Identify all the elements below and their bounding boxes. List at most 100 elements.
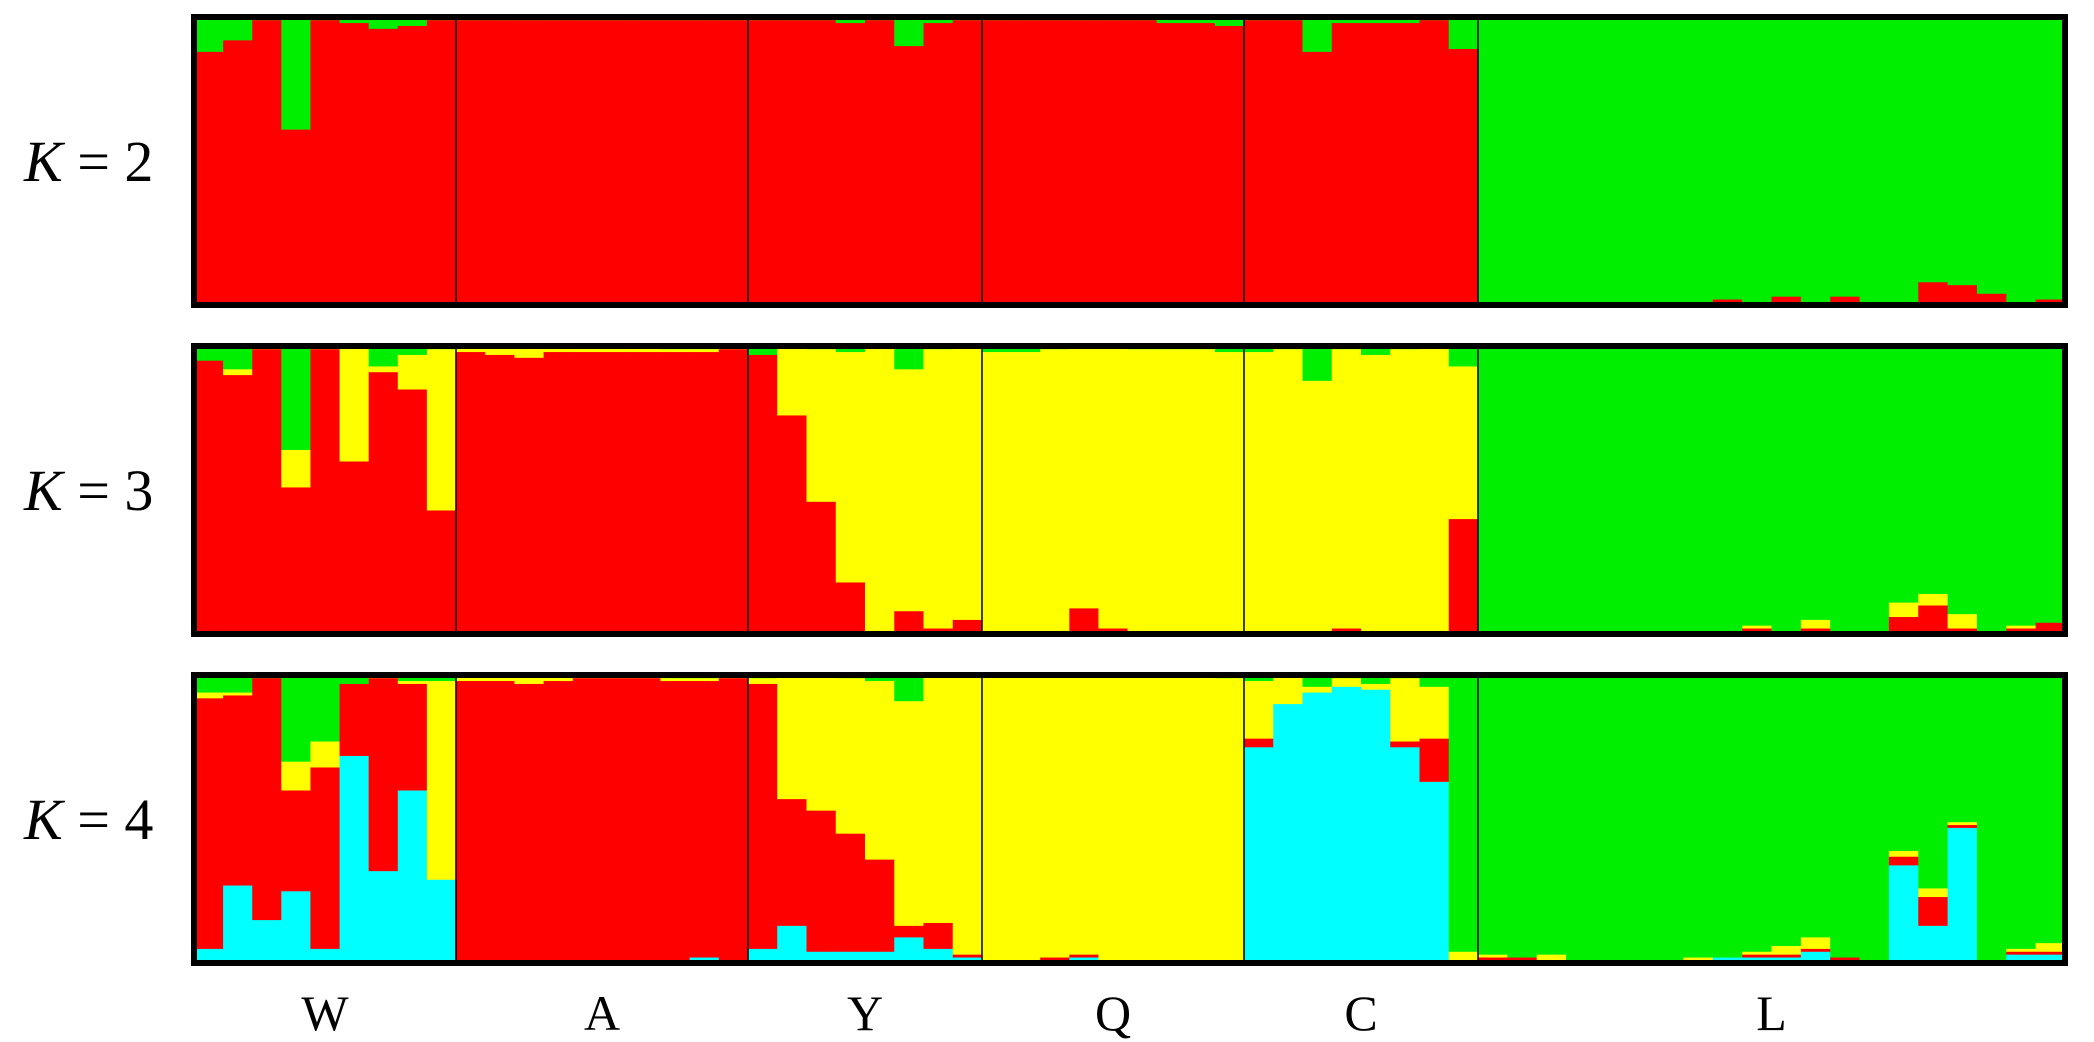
bar-segment <box>1214 17 1245 26</box>
bar-segment <box>1390 741 1421 748</box>
bar-segment <box>835 22 866 306</box>
bar-segment <box>1214 25 1245 306</box>
bar-segment <box>1069 346 1100 609</box>
bar-segment <box>1536 675 1567 955</box>
bar-segment <box>1947 17 1978 286</box>
bar-segment <box>1771 346 1802 632</box>
bar-segment <box>543 351 574 635</box>
bar-segment <box>368 17 399 29</box>
bar-segment <box>806 675 837 811</box>
bar-segment <box>952 954 983 958</box>
bar-segment <box>835 833 866 952</box>
bar-segment <box>223 885 253 964</box>
bar-segment <box>1156 22 1187 306</box>
bar-segment <box>982 19 1012 306</box>
bar-segment <box>923 922 954 949</box>
bar-segment <box>835 677 866 834</box>
bar-segment <box>718 348 749 635</box>
bar-segment <box>602 677 632 961</box>
bar-segment <box>1888 850 1919 857</box>
bar-segment <box>426 879 457 964</box>
bar-segment <box>1214 677 1245 961</box>
bar-segment <box>1976 17 2007 294</box>
bar-segment <box>718 677 749 961</box>
bar-segment <box>310 948 341 964</box>
bar-segment <box>1244 675 1274 682</box>
bar-segment <box>397 354 428 390</box>
bar-segment <box>339 683 370 756</box>
bar-segment <box>1214 346 1245 353</box>
bar-segment <box>572 351 603 635</box>
bar-segment <box>1302 692 1333 964</box>
bar-segment <box>339 22 370 306</box>
bar-segment <box>1595 346 1626 635</box>
bar-segment <box>223 374 253 635</box>
bar-segment <box>281 790 312 892</box>
bar-segment <box>310 767 341 949</box>
bar-segment <box>1742 17 1773 303</box>
bar-segment <box>1947 346 1978 615</box>
bar-segment <box>660 677 691 682</box>
bar-segment <box>660 348 691 353</box>
bar-segment <box>1771 675 1802 947</box>
bar-segment <box>923 17 954 24</box>
bar-segment <box>1595 17 1626 303</box>
panel-frame <box>191 343 2068 637</box>
bar-segment <box>1478 346 1508 632</box>
bar-segment <box>1888 602 1919 618</box>
bar-segment <box>835 346 866 353</box>
bar-segment <box>1624 346 1655 632</box>
bar-segment <box>572 346 603 353</box>
bar-segment <box>1098 19 1129 306</box>
bar-segment <box>1273 675 1304 705</box>
bar-segment <box>1771 17 1802 297</box>
bar-segment <box>543 19 574 306</box>
bar-segment <box>1390 22 1421 306</box>
bar-segment <box>748 19 778 306</box>
bar-segment <box>426 19 457 306</box>
bar-segment <box>1302 17 1333 52</box>
bar-segment <box>485 354 515 635</box>
bar-segment <box>368 346 399 367</box>
bar-segment <box>1069 608 1100 635</box>
bar-segment <box>1536 954 1567 961</box>
bar-segment <box>982 351 1012 635</box>
bar-segment <box>1742 625 1773 629</box>
bar-segment <box>1069 19 1100 306</box>
bar-segment <box>194 948 224 964</box>
bar-segment <box>1976 675 2007 961</box>
bar-segment <box>368 28 399 306</box>
bar-segment <box>252 348 282 635</box>
bar-segment <box>689 19 720 306</box>
bar-segment <box>835 17 866 24</box>
bar-segment <box>194 675 224 693</box>
bar-segment <box>1011 346 1041 353</box>
bar-segment <box>1712 346 1743 632</box>
bar-segment <box>631 351 661 635</box>
bar-segment <box>368 677 399 872</box>
bar-segment <box>2006 675 2037 949</box>
bar-segment <box>1742 951 1773 955</box>
bar-segment <box>397 346 428 355</box>
bar-segment <box>923 675 954 923</box>
bar-segment <box>1419 19 1450 306</box>
bar-segment <box>1947 827 1978 964</box>
bar-segment <box>1390 747 1421 964</box>
bar-segment <box>952 19 983 306</box>
bar-segment <box>1302 675 1333 687</box>
bar-segment <box>1040 348 1070 635</box>
population-label: Y <box>847 985 883 1041</box>
bar-segment <box>1947 613 1978 629</box>
population-label: L <box>1756 985 1787 1041</box>
bar-segment <box>397 790 428 964</box>
bar-segment <box>1830 675 1861 958</box>
bar-segment <box>339 461 370 635</box>
bar-segment <box>865 346 895 632</box>
bar-segment <box>1507 17 1538 303</box>
bar-segment <box>1830 346 1861 632</box>
bar-segment <box>397 389 428 635</box>
bar-segment <box>1419 675 1450 687</box>
bar-segment <box>1830 296 1861 306</box>
population-label: W <box>301 985 349 1041</box>
bar-segment <box>1712 17 1743 300</box>
